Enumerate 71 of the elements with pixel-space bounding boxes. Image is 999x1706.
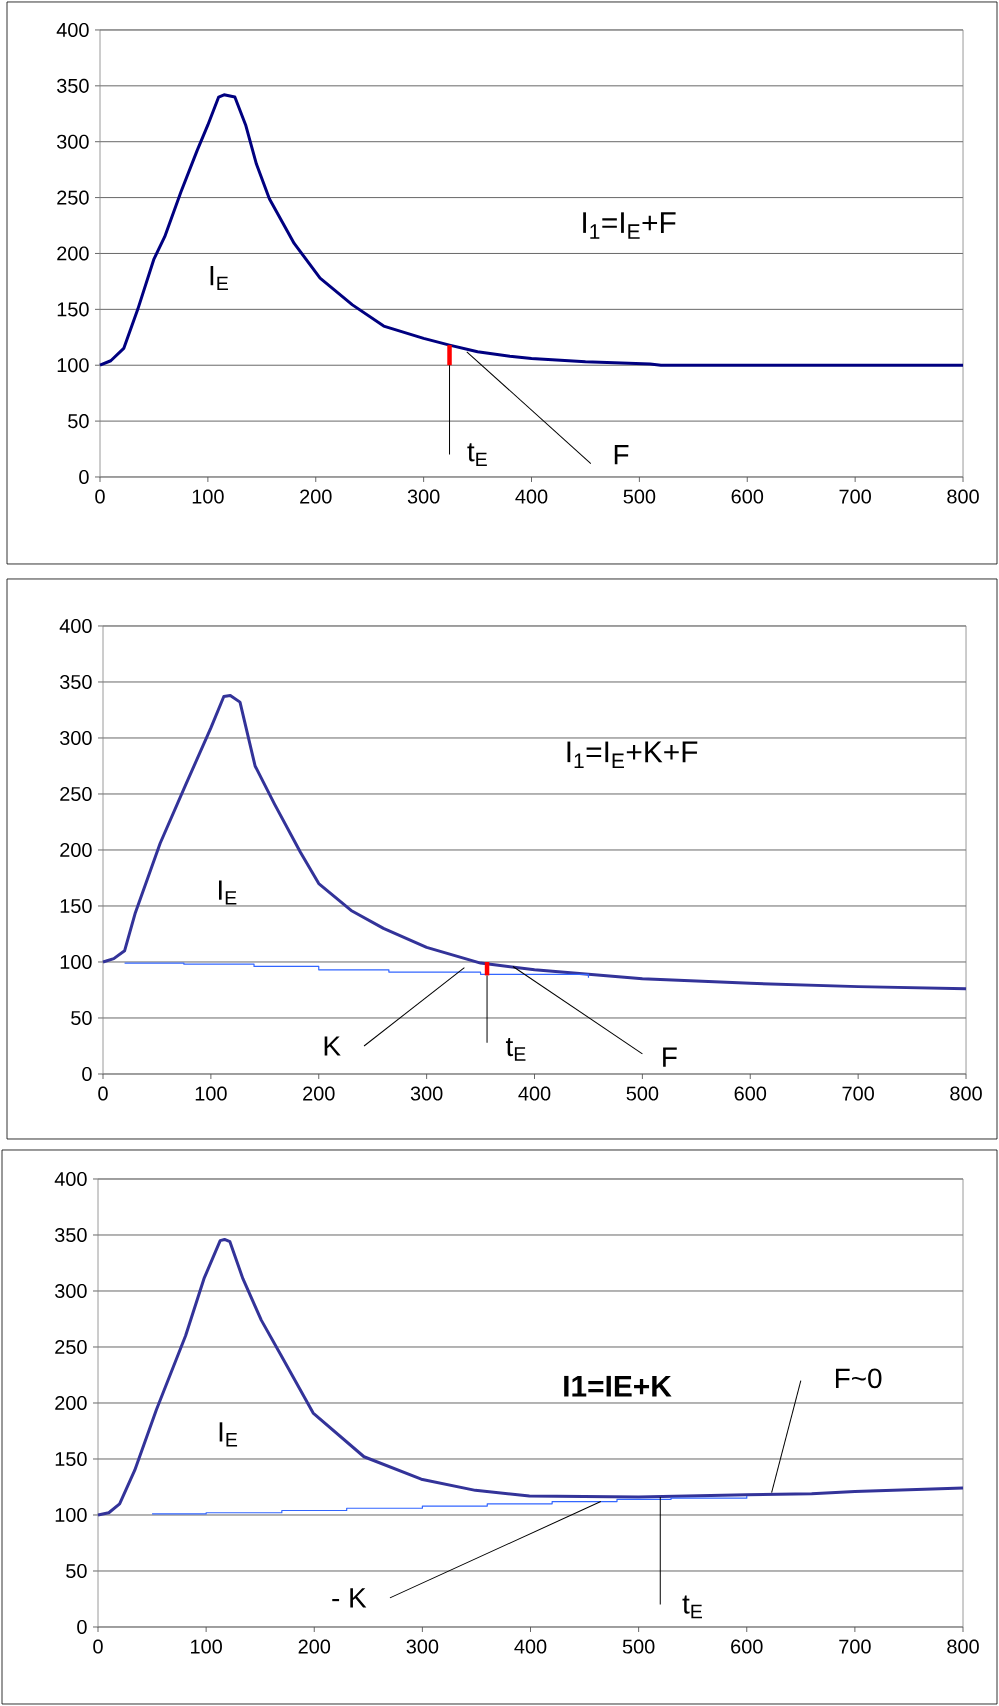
y-tick-label: 350 — [60, 674, 92, 690]
x-tick-label: 500 — [622, 1639, 655, 1654]
x-tick-label: 100 — [191, 1639, 222, 1654]
x-tick-label: 200 — [298, 1639, 331, 1654]
x-tick-label: 300 — [410, 1086, 443, 1101]
x-tick-label: 800 — [947, 489, 979, 504]
annotation: t$_{E}$ — [682, 1595, 702, 1619]
y-tick-label: 350 — [57, 78, 89, 93]
x-tick-label: 400 — [514, 1639, 547, 1654]
annotation: I$_{E}$ — [219, 880, 237, 905]
y-tick-label: 50 — [71, 1010, 92, 1026]
annotation: F~0 — [835, 1368, 882, 1389]
annotation: F — [614, 445, 629, 465]
x-tick-label: 800 — [947, 1639, 979, 1654]
y-tick-label: 400 — [56, 22, 89, 38]
y-tick-label: 0 — [82, 1066, 92, 1082]
y-tick-label: 200 — [57, 246, 89, 261]
text: I$_{1}$=I$_{E}$+F — [583, 212, 676, 239]
annotation: t$_{E}$ — [467, 443, 487, 467]
line-series — [98, 93, 965, 367]
line-series — [96, 1237, 965, 1517]
x-tick-label: 600 — [731, 1639, 763, 1654]
annotation: - K — [332, 1588, 367, 1608]
y-tick-label: 200 — [60, 842, 92, 858]
text: I1=IE+K — [564, 1375, 672, 1397]
x-tick-label: 600 — [731, 489, 764, 504]
y-tick-label: 150 — [57, 302, 89, 317]
y-tick-label: 200 — [55, 1395, 87, 1411]
y-tick-label: 150 — [60, 898, 92, 914]
x-tick-label: 300 — [407, 489, 440, 504]
annotation: I$_{E}$ — [210, 266, 228, 291]
y-tick-label: 350 — [55, 1227, 87, 1243]
y-tick-label: 300 — [55, 1283, 87, 1299]
x-tick-label: 400 — [515, 489, 548, 504]
x-tick-label: 200 — [300, 489, 332, 504]
x-tick-label: 500 — [626, 1086, 659, 1101]
y-tick-label: 150 — [55, 1451, 87, 1467]
text: I$_{1}$=I$_{E}$+K+F — [567, 741, 698, 768]
y-tick-label: 250 — [57, 190, 89, 205]
x-tick-label: 100 — [195, 1086, 227, 1101]
annotation: F — [663, 1047, 677, 1067]
y-tick-label: 300 — [57, 134, 89, 149]
x-tick-label: 700 — [842, 1086, 874, 1101]
y-tick-label: 100 — [60, 954, 92, 970]
y-tick-label: 300 — [60, 730, 92, 746]
x-tick-label: 700 — [839, 489, 871, 504]
x-tick-label: 0 — [93, 1639, 103, 1654]
y-tick-label: 0 — [77, 1619, 87, 1635]
x-tick-label: 400 — [518, 1086, 551, 1101]
annotation: t$_{E}$ — [505, 1037, 526, 1061]
y-tick-label: 100 — [55, 1507, 87, 1523]
x-tick-label: 500 — [623, 489, 656, 504]
y-tick-label: 50 — [68, 414, 89, 429]
x-tick-label: 700 — [839, 1639, 871, 1654]
y-tick-label: 250 — [55, 1339, 87, 1355]
x-tick-label: 0 — [98, 1086, 108, 1101]
y-tick-label: 100 — [57, 358, 89, 373]
y-tick-label: 250 — [60, 786, 92, 802]
line-series — [101, 693, 968, 991]
y-tick-label: 50 — [66, 1563, 87, 1579]
x-tick-label: 100 — [192, 489, 224, 504]
x-tick-label: 0 — [95, 489, 105, 504]
x-tick-label: 600 — [734, 1086, 767, 1101]
annotation: K — [324, 1036, 341, 1056]
y-tick-label: 0 — [79, 469, 89, 485]
x-tick-label: 800 — [950, 1086, 982, 1101]
x-tick-label: 300 — [406, 1639, 439, 1654]
annotation: I$_{E}$ — [219, 1422, 238, 1447]
y-tick-label: 400 — [59, 618, 92, 634]
y-tick-label: 400 — [54, 1171, 87, 1187]
x-tick-label: 200 — [303, 1086, 335, 1101]
